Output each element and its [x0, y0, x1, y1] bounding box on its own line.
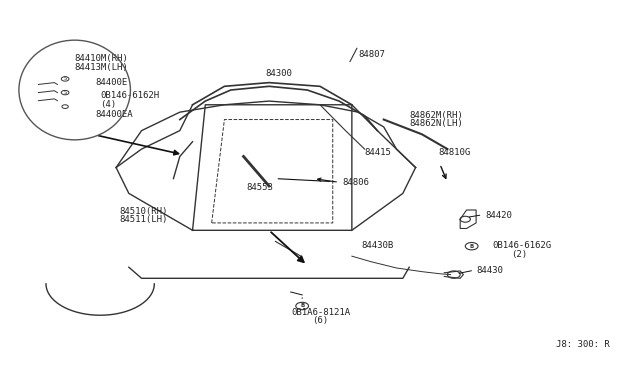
Text: 0B146-6162H: 0B146-6162H: [100, 91, 159, 100]
Text: 84553: 84553: [246, 183, 273, 192]
Text: B: B: [470, 244, 474, 249]
Text: 0B146-6162G: 0B146-6162G: [492, 241, 551, 250]
Text: 84400EA: 84400EA: [96, 109, 133, 119]
Text: 84807: 84807: [358, 51, 385, 60]
Text: 84420: 84420: [486, 211, 513, 220]
Text: 84806: 84806: [342, 178, 369, 187]
Text: S: S: [63, 90, 67, 95]
Text: B: B: [300, 304, 304, 308]
Text: 84510(RH): 84510(RH): [119, 207, 168, 217]
Text: (4): (4): [100, 100, 116, 109]
Text: 84511(LH): 84511(LH): [119, 215, 168, 224]
Text: 84862M(RH): 84862M(RH): [409, 111, 463, 121]
Text: 84430B: 84430B: [362, 241, 394, 250]
Text: 84415: 84415: [365, 148, 392, 157]
Text: 84413M(LH): 84413M(LH): [75, 63, 129, 72]
Text: (6): (6): [312, 316, 328, 325]
Text: 84862N(LH): 84862N(LH): [409, 119, 463, 128]
Text: 84430: 84430: [476, 266, 503, 275]
Text: 84410M(RH): 84410M(RH): [75, 54, 129, 63]
Text: 0B1A6-8121A: 0B1A6-8121A: [291, 308, 351, 317]
Text: 84810G: 84810G: [438, 148, 470, 157]
Text: 84300: 84300: [266, 69, 292, 78]
Text: J8: 300: R: J8: 300: R: [556, 340, 609, 349]
Text: S: S: [63, 76, 67, 81]
Text: (2): (2): [511, 250, 527, 259]
Text: 84400E: 84400E: [96, 78, 128, 87]
